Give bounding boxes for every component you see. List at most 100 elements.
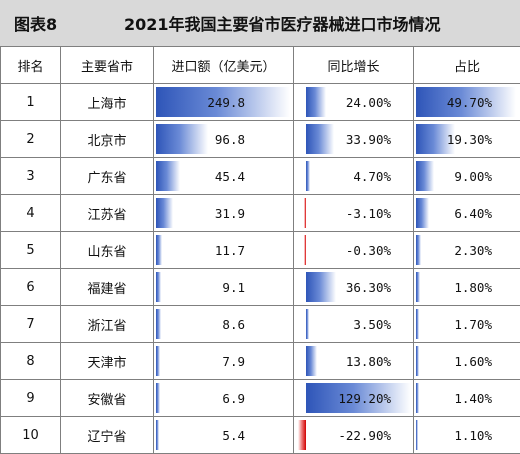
province-cell: 北京市	[61, 121, 154, 158]
imports-value: 96.8	[215, 121, 245, 157]
growth-data-bar	[306, 124, 334, 154]
header-imports: 进口额（亿美元）	[154, 47, 294, 84]
province-cell: 辽宁省	[61, 417, 154, 454]
growth-cell: 3.50%	[294, 306, 414, 343]
province-cell: 广东省	[61, 158, 154, 195]
imports-data-bar	[156, 272, 161, 302]
share-value: 1.80%	[454, 269, 492, 305]
imports-cell: 5.4	[154, 417, 294, 454]
share-data-bar	[416, 346, 419, 376]
figure-title-bar: 图表8 2021年我国主要省市医疗器械进口市场情况	[0, 0, 520, 46]
imports-data-bar	[156, 420, 159, 450]
imports-cell: 31.9	[154, 195, 294, 232]
imports-cell: 11.7	[154, 232, 294, 269]
growth-data-bar	[306, 309, 309, 339]
share-value: 1.60%	[454, 343, 492, 379]
imports-value: 31.9	[215, 195, 245, 231]
growth-data-bar	[306, 87, 326, 117]
province-cell: 上海市	[61, 84, 154, 121]
growth-cell: 4.70%	[294, 158, 414, 195]
header-share: 占比	[414, 47, 520, 84]
share-data-bar	[416, 161, 434, 191]
rank-cell: 1	[1, 84, 61, 121]
share-value: 49.70%	[447, 84, 492, 120]
rank-cell: 3	[1, 158, 61, 195]
growth-cell: -0.30%	[294, 232, 414, 269]
growth-cell: 36.30%	[294, 269, 414, 306]
share-cell: 2.30%	[414, 232, 520, 269]
imports-data-bar	[156, 124, 208, 154]
imports-value: 9.1	[222, 269, 245, 305]
growth-data-bar	[306, 272, 336, 302]
growth-data-bar	[304, 198, 306, 228]
imports-data-bar	[156, 235, 162, 265]
figure-title: 2021年我国主要省市医疗器械进口市场情况	[124, 11, 441, 35]
share-value: 9.00%	[454, 158, 492, 194]
figure-number: 图表8	[14, 11, 110, 35]
growth-value: 129.20%	[338, 380, 391, 416]
share-value: 1.70%	[454, 306, 492, 342]
imports-data-bar	[156, 161, 180, 191]
growth-value: 3.50%	[353, 306, 391, 342]
rank-cell: 9	[1, 380, 61, 417]
growth-data-bar	[306, 161, 310, 191]
growth-value: -0.30%	[346, 232, 391, 268]
imports-data-bar	[156, 383, 160, 413]
share-data-bar	[416, 309, 419, 339]
share-cell: 1.10%	[414, 417, 520, 454]
imports-cell: 6.9	[154, 380, 294, 417]
imports-value: 6.9	[222, 380, 245, 416]
province-cell: 天津市	[61, 343, 154, 380]
share-data-bar	[416, 235, 421, 265]
province-cell: 福建省	[61, 269, 154, 306]
growth-value: -3.10%	[346, 195, 391, 231]
imports-cell: 96.8	[154, 121, 294, 158]
rank-cell: 5	[1, 232, 61, 269]
share-cell: 19.30%	[414, 121, 520, 158]
header-growth: 同比增长	[294, 47, 414, 84]
header-province: 主要省市	[61, 47, 154, 84]
share-cell: 1.80%	[414, 269, 520, 306]
share-cell: 9.00%	[414, 158, 520, 195]
growth-value: -22.90%	[338, 417, 391, 453]
share-cell: 1.70%	[414, 306, 520, 343]
imports-data-bar	[156, 198, 173, 228]
share-data-bar	[416, 198, 429, 228]
rank-cell: 6	[1, 269, 61, 306]
growth-value: 24.00%	[346, 84, 391, 120]
growth-cell: -3.10%	[294, 195, 414, 232]
share-value: 19.30%	[447, 121, 492, 157]
share-cell: 1.60%	[414, 343, 520, 380]
share-data-bar	[416, 420, 418, 450]
province-cell: 安徽省	[61, 380, 154, 417]
rank-cell: 10	[1, 417, 61, 454]
growth-cell: -22.90%	[294, 417, 414, 454]
imports-cell: 8.6	[154, 306, 294, 343]
growth-cell: 13.80%	[294, 343, 414, 380]
imports-value: 249.8	[207, 84, 245, 120]
rank-cell: 4	[1, 195, 61, 232]
growth-value: 4.70%	[353, 158, 391, 194]
province-cell: 山东省	[61, 232, 154, 269]
header-rank: 排名	[1, 47, 61, 84]
share-value: 2.30%	[454, 232, 492, 268]
imports-value: 45.4	[215, 158, 245, 194]
imports-cell: 249.8	[154, 84, 294, 121]
growth-data-bar	[298, 420, 306, 450]
growth-value: 36.30%	[346, 269, 391, 305]
share-value: 1.10%	[454, 417, 492, 453]
growth-cell: 24.00%	[294, 84, 414, 121]
rank-cell: 2	[1, 121, 61, 158]
imports-cell: 7.9	[154, 343, 294, 380]
growth-data-bar	[304, 235, 306, 265]
province-cell: 江苏省	[61, 195, 154, 232]
header-row: 排名 主要省市 进口额（亿美元） 同比增长 占比	[1, 47, 520, 84]
imports-value: 8.6	[222, 306, 245, 342]
